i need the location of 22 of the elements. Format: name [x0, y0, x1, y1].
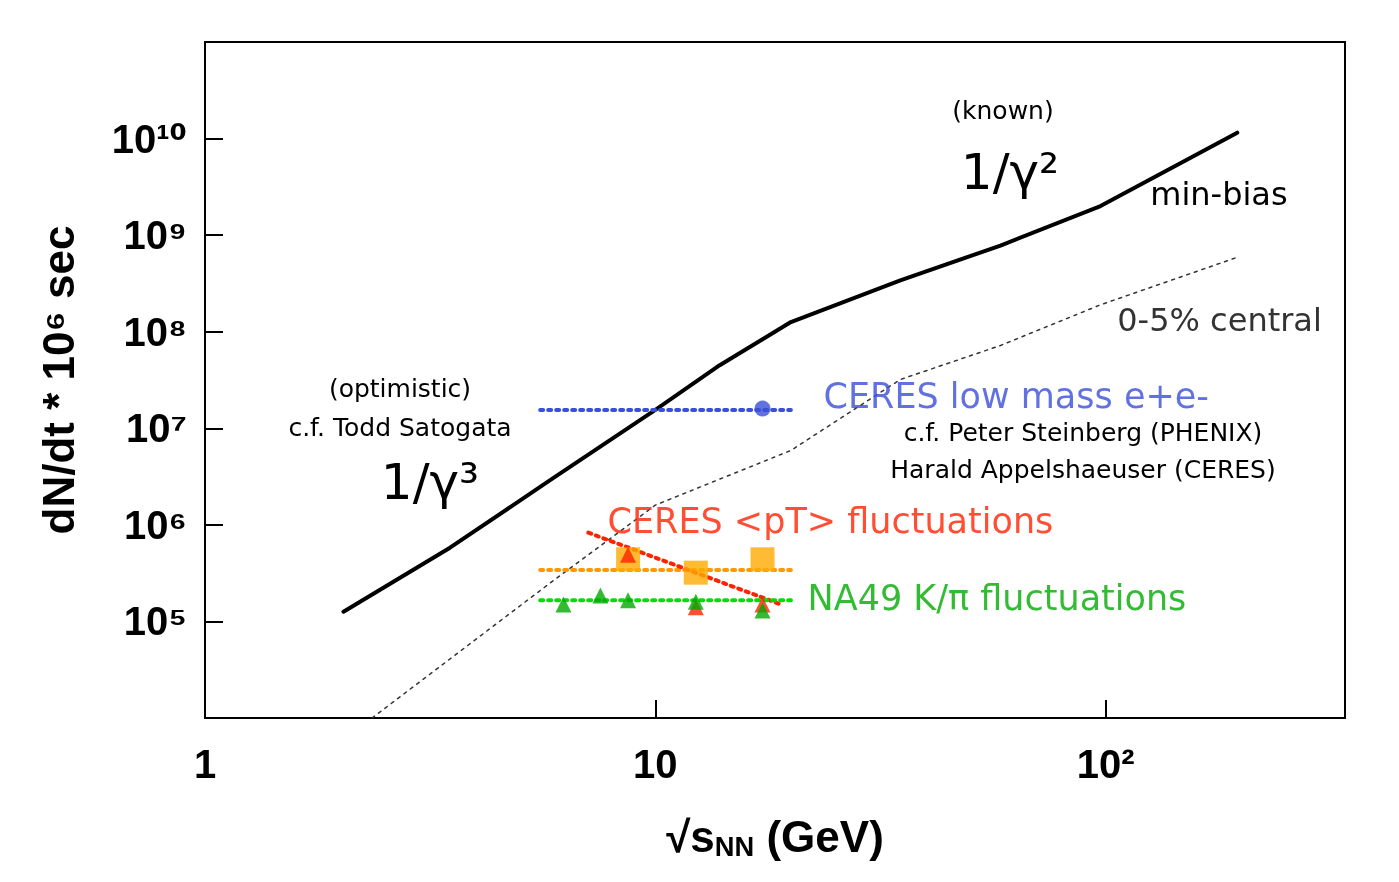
y-tick-label: 10⁸ — [123, 309, 187, 354]
series-label: 0-5% central — [1117, 300, 1322, 339]
series-label: CERES <pT> fluctuations — [607, 501, 1054, 542]
annotation: (optimistic) — [328, 373, 472, 403]
y-axis-title: dN/dt * 10⁶ sec — [33, 225, 83, 535]
y-tick-label: 10⁷ — [126, 406, 187, 451]
x-tick-label: 10 — [633, 742, 678, 786]
annotation: c.f. Peter Steinberg (PHENIX) — [903, 417, 1263, 447]
y-tick-label: 10⁵ — [123, 599, 187, 644]
annotation: 1/γ² — [960, 143, 1060, 201]
series-label: NA49 K/π fluctuations — [807, 578, 1187, 619]
annotation: 1/γ³ — [380, 453, 480, 511]
y-tick-label: 10⁹ — [123, 213, 187, 258]
series-label: min-bias — [1150, 174, 1288, 213]
y-tick-label: 10¹⁰ — [111, 116, 187, 161]
series-label: CERES low mass e+e- — [823, 375, 1209, 416]
y-tick-label: 10⁶ — [124, 502, 187, 547]
x-tick-label: 10² — [1076, 742, 1135, 786]
annotation: (known) — [952, 95, 1054, 125]
annotation: c.f. Todd Satogata — [288, 412, 512, 442]
x-tick-label: 1 — [193, 742, 217, 786]
annotation: Harald Appelshaeuser (CERES) — [890, 454, 1276, 484]
